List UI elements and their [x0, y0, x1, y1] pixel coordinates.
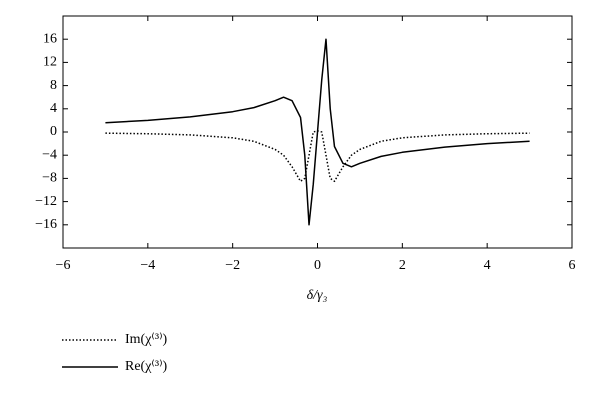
legend-label: Re(χ⁽³⁾)	[125, 359, 168, 374]
x-axis-label: δ/γ₃	[307, 288, 328, 303]
x-tick-label: −6	[56, 258, 71, 273]
x-tick-label: 0	[314, 258, 321, 273]
y-tick-label: 4	[50, 101, 57, 116]
y-tick-label: 12	[43, 55, 57, 70]
y-tick-label: 0	[50, 124, 57, 139]
y-tick-label: −4	[42, 147, 57, 162]
y-tick-label: −16	[35, 217, 57, 232]
x-tick-label: 2	[399, 258, 406, 273]
y-tick-label: −8	[42, 171, 57, 186]
x-tick-label: −2	[225, 258, 240, 273]
legend-label: Im(χ⁽³⁾)	[125, 332, 168, 347]
y-tick-label: 16	[43, 31, 57, 46]
y-tick-label: −12	[35, 194, 57, 209]
x-tick-label: 6	[569, 258, 576, 273]
series-line	[105, 38, 530, 226]
x-tick-label: 4	[484, 258, 491, 273]
x-tick-label: −4	[140, 258, 155, 273]
y-tick-label: 8	[50, 78, 57, 93]
